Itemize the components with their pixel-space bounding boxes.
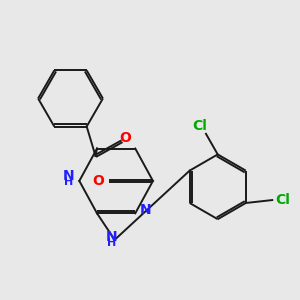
Text: H: H <box>64 177 74 188</box>
Text: N: N <box>63 169 75 184</box>
Text: O: O <box>119 131 131 145</box>
Text: Cl: Cl <box>275 193 290 207</box>
Text: N: N <box>140 203 152 218</box>
Text: Cl: Cl <box>193 119 208 134</box>
Text: H: H <box>107 238 116 248</box>
Text: N: N <box>106 230 118 244</box>
Text: O: O <box>92 174 104 188</box>
